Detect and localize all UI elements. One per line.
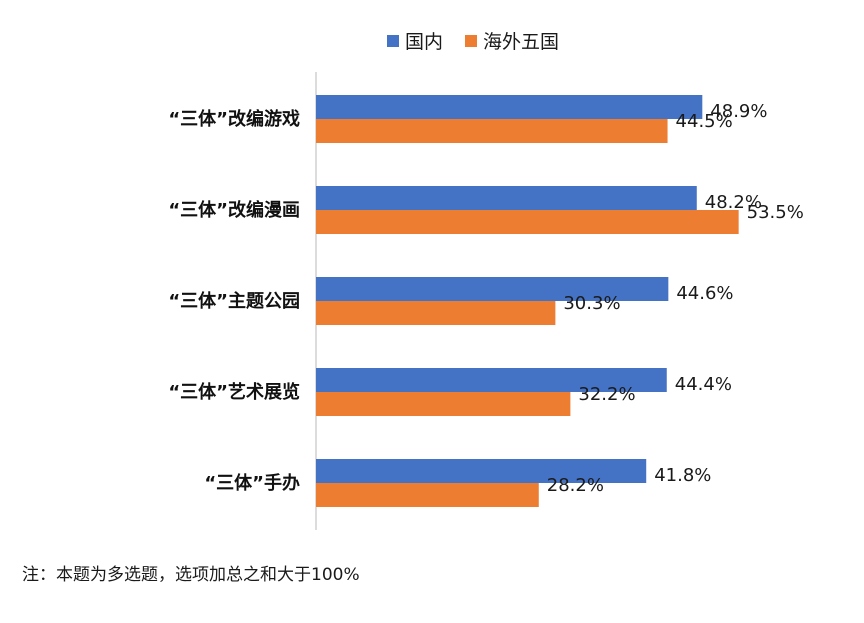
- data-label-overseas: 28.2%: [547, 475, 604, 496]
- bar-overseas: [316, 483, 539, 507]
- data-label-domestic: 48.9%: [710, 101, 767, 122]
- bar-domestic: [316, 277, 669, 301]
- bar-domestic: [316, 368, 667, 392]
- bar-overseas: [316, 301, 556, 325]
- legend-item-overseas: 海外五国: [465, 27, 559, 54]
- data-label-domestic: 44.6%: [676, 283, 733, 304]
- legend-item-domestic: 国内: [387, 27, 443, 54]
- legend-label-domestic: 国内: [405, 31, 444, 53]
- bar-overseas: [316, 119, 668, 143]
- category-label: “三体”主题公园: [168, 290, 300, 312]
- category-label: “三体”艺术展览: [168, 381, 300, 403]
- data-label-overseas: 30.3%: [563, 293, 620, 314]
- bar-overseas: [316, 210, 739, 234]
- data-label-domestic: 48.2%: [705, 192, 762, 213]
- legend-label-overseas: 海外五国: [483, 31, 560, 53]
- data-label-overseas: 32.2%: [578, 384, 635, 405]
- data-label-overseas: 53.5%: [747, 202, 804, 223]
- data-label-overseas: 44.5%: [676, 111, 733, 132]
- footnote: 注：本题为多选题，选项加总之和大于100%: [22, 565, 360, 585]
- legend-swatch-overseas: [465, 34, 478, 47]
- category-label: “三体”改编漫画: [168, 199, 300, 221]
- legend: 国内 海外五国: [387, 27, 581, 54]
- bar-domestic: [316, 95, 703, 119]
- data-label-domestic: 44.4%: [675, 374, 732, 395]
- bar-chart: “三体”改编游戏 48.9%44.5% “三体”改编漫画 48.2%53.5% “三体”…: [168, 72, 804, 530]
- data-label-domestic: 41.8%: [654, 465, 711, 486]
- bar-overseas: [316, 392, 571, 416]
- category-label: “三体”改编游戏: [168, 108, 300, 130]
- bar-domestic: [316, 459, 647, 483]
- bar-domestic: [316, 186, 697, 210]
- category-label: “三体”手办: [204, 472, 300, 494]
- legend-swatch-domestic: [387, 34, 399, 47]
